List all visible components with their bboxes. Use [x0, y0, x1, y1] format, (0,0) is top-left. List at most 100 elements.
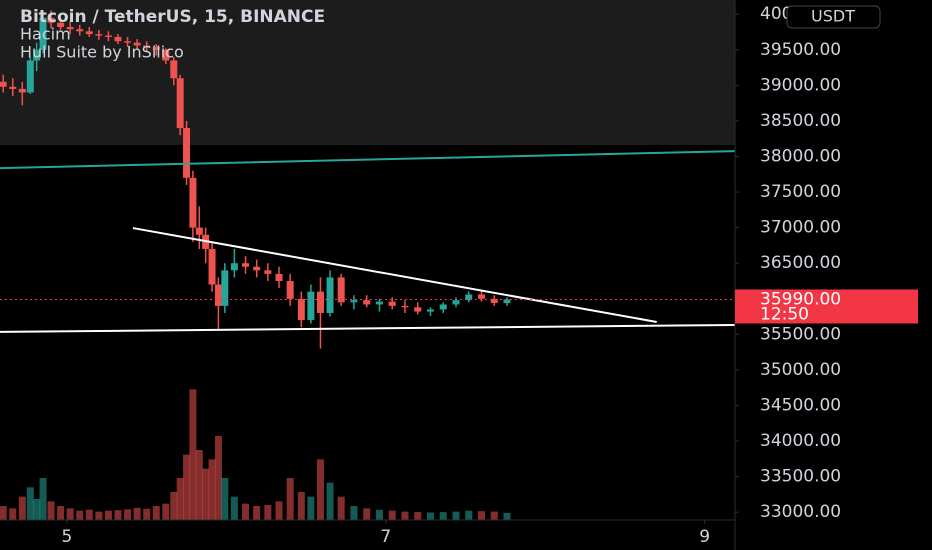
zone-rect: [0, 0, 735, 145]
candle-body: [242, 263, 250, 267]
candle-body: [388, 301, 396, 306]
axes: 33000.00 33500.00 34000.00 34500.00 35000.00…: [62, 4, 918, 547]
candle-body: [503, 299, 511, 304]
volume-bar: [275, 501, 283, 520]
candle-body: [426, 309, 434, 312]
candle-body: [316, 291, 324, 313]
volume-bar: [214, 436, 222, 520]
countdown-label: 12:50: [760, 304, 809, 324]
volume-bar: [95, 511, 103, 520]
volume-bar: [326, 482, 334, 520]
candle-body: [363, 300, 371, 305]
candle-body: [465, 294, 473, 301]
volume-bar: [33, 499, 41, 520]
volume-bar: [465, 510, 473, 520]
candle-body: [114, 36, 122, 42]
currency-label[interactable]: USDT: [811, 7, 855, 26]
candle-body: [189, 177, 197, 228]
candle-body: [170, 60, 178, 79]
trend-line: [132, 227, 657, 323]
plot-area: [0, 10, 736, 520]
volume-bar: [114, 510, 122, 520]
candle-body: [414, 307, 422, 312]
candle-body: [307, 291, 315, 321]
trend-line: [0, 323, 736, 333]
volume-bar: [264, 505, 272, 520]
volume-bar: [439, 512, 447, 520]
candle-body: [326, 277, 334, 313]
volume-bar: [57, 506, 65, 520]
candle-body: [439, 304, 447, 310]
y-tick-label: 34000.00: [760, 431, 841, 451]
candle-body: [230, 263, 238, 271]
y-tick-label: 37000.00: [760, 218, 841, 238]
x-tick-label: 9: [699, 527, 710, 547]
volume-bar: [162, 503, 170, 520]
volume-bar: [133, 507, 141, 520]
y-tick-label: 38000.00: [760, 146, 841, 166]
volume-bar: [242, 503, 250, 520]
volume-bar: [221, 478, 229, 520]
volume-bar: [26, 487, 34, 520]
candle-body: [143, 45, 151, 47]
indicator-label: Hacim: [20, 25, 71, 44]
chart-title: Bitcoin / TetherUS, 15, BINANCE: [20, 7, 325, 27]
x-tick-label: 7: [380, 527, 391, 547]
last-price-box: [735, 289, 918, 324]
candle-body: [0, 81, 7, 87]
volume-bar: [39, 478, 47, 520]
volume-bar: [503, 513, 511, 520]
candle-body: [208, 248, 216, 285]
y-tick-label: 37500.00: [760, 182, 841, 202]
candle-body: [297, 298, 305, 321]
volume-bar: [363, 508, 371, 520]
y-tick-label: 38500.00: [760, 111, 841, 131]
volume-bar: [176, 478, 184, 520]
candle-body: [104, 35, 112, 37]
currency-button[interactable]: [786, 5, 881, 29]
y-tick-label: 39000.00: [760, 75, 841, 95]
candle-body: [264, 270, 272, 274]
candle-body: [195, 227, 203, 235]
volume-bar: [152, 506, 160, 520]
candle-body: [133, 42, 141, 46]
volume-bar: [85, 509, 93, 520]
candle-body: [57, 22, 65, 28]
indicator-label: Hull Suite by InSilico: [20, 43, 184, 62]
y-tick-label: 35500.00: [760, 324, 841, 344]
volume-bar: [230, 496, 238, 520]
volume-bar: [47, 501, 55, 520]
volume-bar: [170, 492, 178, 520]
y-tick-label: 33500.00: [760, 467, 841, 487]
y-tick-label: 34500.00: [760, 395, 841, 415]
candle-body: [152, 46, 160, 50]
volume-bar: [189, 389, 197, 520]
volume-bar: [375, 509, 383, 520]
volume-bar: [18, 496, 26, 520]
y-tick-label: 36500.00: [760, 253, 841, 273]
volume-bar: [253, 506, 261, 520]
x-tick-label: 5: [62, 527, 73, 547]
volume-bar: [195, 450, 203, 520]
volume-bar: [208, 459, 216, 520]
volume-bar: [286, 478, 294, 520]
volume-bar: [388, 510, 396, 520]
candle-body: [221, 270, 229, 306]
volume-bar: [66, 508, 74, 520]
candle-body: [33, 49, 41, 61]
candle-body: [452, 300, 460, 305]
candle-body: [401, 305, 409, 308]
volume-bar: [337, 496, 345, 520]
volume-bar: [124, 509, 132, 520]
candle-body: [18, 88, 26, 93]
candle-body: [85, 31, 93, 35]
volume-bar: [202, 468, 210, 520]
candle-body: [275, 273, 283, 281]
candle-body: [9, 86, 17, 89]
volume-bar: [76, 510, 84, 520]
candle-body: [286, 280, 294, 299]
candle-body: [124, 41, 132, 43]
volume-bar: [350, 506, 358, 520]
